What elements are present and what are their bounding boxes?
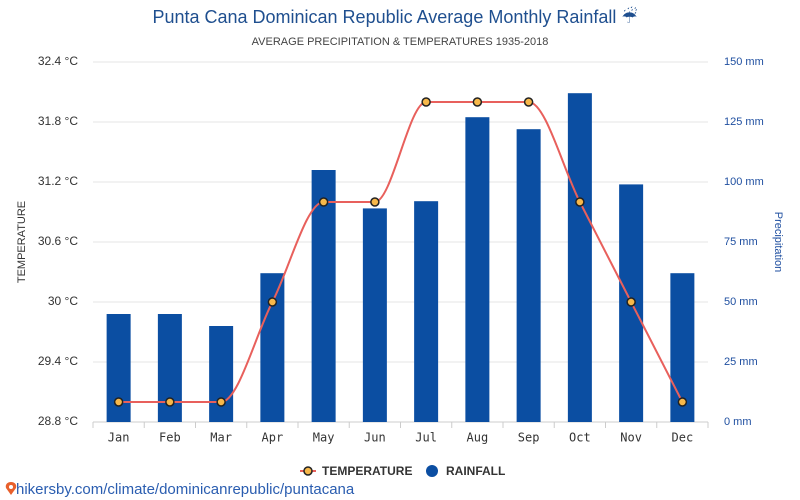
x-tick-label: Aug — [467, 431, 489, 445]
bar — [567, 93, 592, 422]
line-marker — [267, 297, 278, 307]
y2-tick-label: 0 mm — [724, 416, 752, 428]
legend-label: RAINFALL — [446, 464, 505, 478]
bar — [670, 273, 695, 422]
chart-title: Punta Cana Dominican Republic Average Mo… — [152, 6, 637, 27]
source-pin — [5, 482, 17, 495]
y-tick-label: 30.6 °C — [38, 234, 78, 248]
x-tick-label: Nov — [620, 431, 642, 445]
bar — [209, 326, 234, 422]
line-marker — [575, 197, 585, 207]
x-tick-label: Jul — [415, 431, 437, 445]
y2-axis-label: Precipitation — [772, 212, 784, 273]
bar — [465, 117, 490, 422]
line-marker — [523, 97, 534, 107]
bar — [260, 273, 285, 422]
x-tick-label: Apr — [262, 431, 284, 445]
y-tick-label: 28.8 °C — [38, 414, 78, 428]
x-tick-label: Jan — [108, 431, 130, 445]
x-tick-label: Mar — [210, 431, 232, 445]
line-marker — [626, 297, 636, 307]
y-tick-label: 31.8 °C — [38, 114, 78, 128]
y-tick-label: 31.2 °C — [38, 174, 78, 188]
line-marker — [165, 397, 175, 407]
legend-label: TEMPERATURE — [322, 464, 412, 478]
bar — [414, 201, 439, 422]
y-tick-label: 32.4 °C — [38, 54, 78, 68]
chart-subtitle: AVERAGE PRECIPITATION & TEMPERATURES 193… — [252, 36, 549, 48]
y2-tick-label: 50 mm — [724, 296, 758, 308]
bar — [516, 129, 541, 422]
x-tick-label: Feb — [159, 431, 181, 445]
legend-marker — [426, 465, 438, 477]
y-tick-label: 29.4 °C — [38, 354, 78, 368]
legend-marker — [303, 466, 313, 476]
line-marker — [421, 97, 431, 107]
y2-tick-label: 125 mm — [724, 116, 764, 128]
y-tick-label: 30 °C — [48, 294, 78, 308]
y2-tick-label: 75 mm — [724, 236, 758, 248]
x-tick-label: Jun — [364, 431, 386, 445]
line-marker — [113, 397, 124, 407]
line-marker — [677, 397, 688, 407]
line-marker — [370, 197, 380, 207]
x-tick-label: Dec — [672, 431, 694, 445]
y-axis-label: TEMPERATURE — [16, 201, 28, 283]
bar — [362, 208, 387, 422]
line-marker — [216, 397, 226, 407]
y2-tick-label: 100 mm — [724, 176, 764, 188]
line-marker — [318, 197, 329, 207]
y2-tick-label: 150 mm — [724, 56, 764, 68]
x-tick-label: Sep — [518, 431, 540, 445]
temperature-line — [118, 101, 684, 403]
bar — [311, 170, 336, 422]
x-tick-label: May — [313, 431, 335, 445]
y2-tick-label: 25 mm — [724, 356, 758, 368]
x-tick-label: Oct — [569, 431, 591, 445]
line-marker — [472, 97, 483, 107]
source-link[interactable]: hikersby.com/climate/dominicanrepublic/p… — [16, 481, 355, 498]
